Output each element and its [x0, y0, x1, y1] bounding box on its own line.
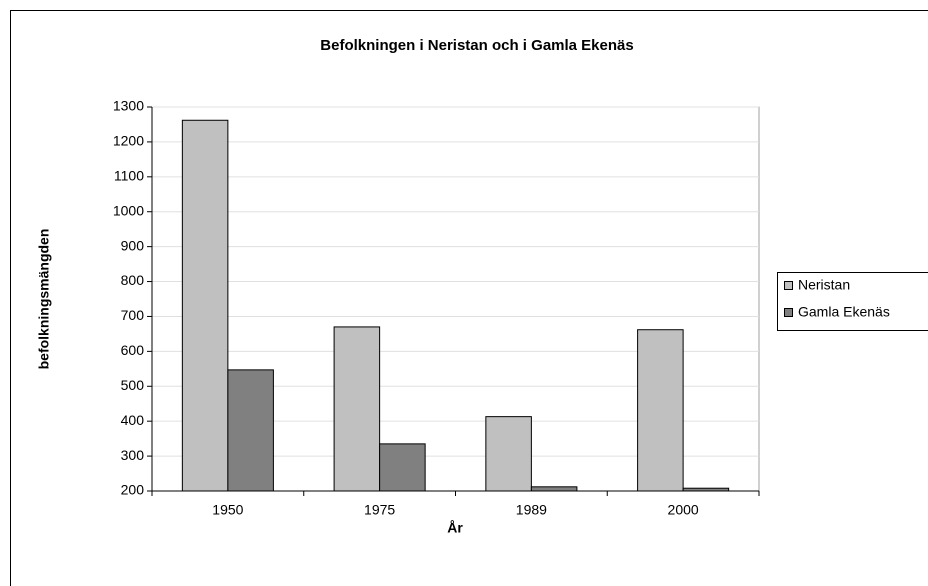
legend-swatch: [784, 308, 793, 317]
y-tick-label: 800: [121, 272, 145, 288]
bar: [485, 416, 532, 492]
y-tick-label: 600: [121, 342, 145, 358]
x-tick-label: 1950: [212, 502, 243, 518]
bar: [379, 443, 426, 492]
x-axis-label: År: [447, 520, 463, 536]
y-tick-label: 200: [121, 482, 145, 498]
bar: [637, 329, 684, 492]
legend-label: Gamla Ekenäs: [798, 304, 890, 320]
legend-swatch: [784, 281, 793, 290]
y-tick-label: 1100: [114, 168, 144, 184]
bar: [227, 369, 274, 492]
x-tick-label: 1989: [516, 502, 547, 518]
y-tick-label: 1000: [113, 202, 144, 218]
bar: [682, 487, 730, 492]
x-tick-label: 1975: [364, 502, 395, 518]
y-tick-label: 500: [121, 377, 145, 393]
y-tick-label: 300: [121, 447, 145, 463]
y-tick-label: 700: [121, 307, 145, 323]
y-tick-label: 1200: [113, 133, 144, 149]
legend-label: Neristan: [798, 277, 850, 293]
chart-title: Befolkningen i Neristan och i Gamla Eken…: [320, 37, 633, 54]
x-tick-label: 2000: [668, 502, 699, 518]
y-axis-label: befolkningsmängden: [36, 229, 52, 370]
legend-box: [777, 272, 928, 331]
y-tick-label: 1300: [113, 98, 144, 114]
bar: [530, 486, 578, 492]
y-tick-label: 900: [121, 237, 145, 253]
bar: [181, 119, 229, 492]
bar: [333, 326, 381, 492]
y-tick-label: 400: [121, 412, 145, 428]
